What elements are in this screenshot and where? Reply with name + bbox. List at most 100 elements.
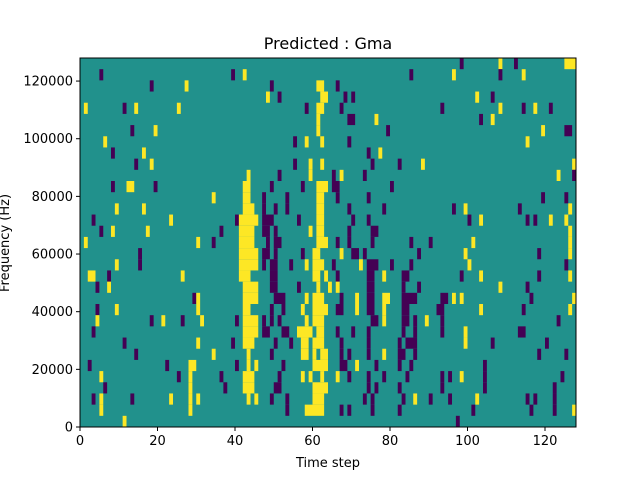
- heatmap-cell-high: [184, 80, 189, 92]
- heatmap-cell-high: [238, 270, 251, 282]
- heatmap-cell-low: [277, 371, 282, 383]
- heatmap-cell-high: [266, 91, 270, 103]
- heatmap-cell-low: [366, 281, 375, 293]
- x-tick-label: 0: [76, 434, 84, 449]
- heatmap-cell-high: [242, 304, 251, 316]
- heatmap-cell-low: [335, 192, 340, 204]
- heatmap-cell-high: [200, 315, 205, 327]
- heatmap-cell-high: [320, 91, 328, 103]
- heatmap-cell-high: [114, 259, 119, 271]
- heatmap-cell-high: [312, 292, 325, 304]
- heatmap-cell-high: [99, 393, 104, 405]
- heatmap-cell-high: [463, 203, 468, 215]
- heatmap-cell-low: [153, 181, 158, 193]
- heatmap-cell-high: [316, 326, 325, 338]
- heatmap-cell-high: [242, 192, 251, 204]
- heatmap-cell-high: [316, 225, 325, 237]
- chart-title: Predicted : Gma: [264, 34, 392, 53]
- heatmap-cell-high: [238, 214, 259, 226]
- heatmap-cell-low: [401, 281, 406, 293]
- heatmap-cell-high: [572, 292, 577, 304]
- heatmap-cell-high: [312, 337, 325, 349]
- heatmap-cell-low: [347, 136, 352, 148]
- heatmap-cell-high: [521, 69, 526, 81]
- heatmap-cell-high: [339, 248, 344, 260]
- heatmap-cell-low: [293, 136, 298, 148]
- heatmap-cell-high: [114, 203, 119, 215]
- heatmap-cell-high: [312, 270, 321, 282]
- heatmap-cell-low: [370, 315, 379, 327]
- heatmap-cell-low: [335, 304, 344, 316]
- heatmap-cell-high: [339, 169, 344, 181]
- heatmap-cell-low: [401, 393, 406, 405]
- heatmap-cell-low: [262, 203, 267, 215]
- heatmap-cell-low: [331, 259, 336, 271]
- heatmap-cell-high: [304, 404, 325, 416]
- heatmap-cell-low: [347, 348, 352, 360]
- heatmap-cell-low: [262, 214, 274, 226]
- heatmap-cell-low: [397, 158, 402, 170]
- heatmap-cell-low: [211, 236, 216, 249]
- heatmap-cell-low: [219, 371, 224, 383]
- heatmap-cell-high: [304, 259, 309, 271]
- heatmap-cell-high: [246, 359, 251, 372]
- heatmap-cell-low: [231, 69, 236, 81]
- heatmap-cell-low: [300, 181, 305, 193]
- heatmap-cell-high: [374, 113, 379, 126]
- heatmap-cell-low: [572, 169, 577, 181]
- heatmap-cell-low: [459, 270, 464, 282]
- y-tick-label: 80000: [32, 190, 73, 205]
- heatmap-cell-low: [277, 315, 282, 327]
- heatmap-cell-high: [382, 292, 390, 304]
- heatmap-cell-low: [440, 326, 445, 338]
- heatmap-cell-low: [382, 371, 387, 383]
- heatmap-cell-low: [331, 169, 336, 181]
- x-axis-label: Time step: [295, 456, 360, 471]
- heatmap-cell-high: [242, 292, 259, 304]
- heatmap-cell-high: [300, 304, 305, 316]
- heatmap-cell-low: [262, 225, 270, 237]
- heatmap-cell-low: [304, 102, 309, 114]
- heatmap-cell-low: [409, 69, 414, 81]
- heatmap-cell-low: [362, 248, 367, 260]
- heatmap-cell-low: [409, 259, 414, 271]
- heatmap-cell-low: [417, 248, 422, 260]
- heatmap-cell-high: [568, 203, 573, 215]
- heatmap-cell-low: [176, 371, 181, 383]
- heatmap-cell-high: [479, 214, 484, 226]
- heatmap-cell-high: [169, 214, 174, 226]
- heatmap-cell-low: [366, 259, 379, 271]
- heatmap-cell-low: [401, 315, 410, 327]
- heatmap-cell-high: [297, 326, 313, 338]
- heatmap-cell-high: [99, 371, 104, 383]
- heatmap-cell-low: [285, 404, 290, 416]
- heatmap-cell-low: [537, 348, 542, 360]
- heatmap-cell-low: [297, 214, 301, 226]
- x-tick-label: 100: [455, 434, 480, 449]
- heatmap-cell-low: [428, 393, 433, 405]
- heatmap-cell-high: [467, 259, 472, 271]
- heatmap-cell-low: [285, 393, 290, 405]
- heatmap-cell-low: [479, 113, 484, 126]
- heatmap-cell-high: [355, 304, 360, 316]
- heatmap-cell-low: [440, 102, 445, 114]
- heatmap-cell-low: [339, 337, 344, 349]
- heatmap-cell-low: [130, 125, 135, 137]
- heatmap-cell-low: [564, 192, 569, 204]
- heatmap-cell-high: [335, 281, 340, 293]
- heatmap-cell-high: [211, 348, 216, 360]
- heatmap-cell-low: [413, 348, 418, 360]
- heatmap-cell-high: [114, 304, 119, 316]
- heatmap-cell-low: [366, 147, 371, 159]
- heatmap-cell-high: [246, 348, 251, 360]
- heatmap-cell-low: [347, 371, 352, 383]
- heatmap-cell-low: [262, 192, 267, 204]
- heatmap-cell-low: [548, 102, 553, 114]
- heatmap-cell-high: [568, 270, 573, 282]
- heatmap-cell-high: [316, 113, 321, 126]
- heatmap-cell-low: [339, 404, 344, 416]
- heatmap-cell-high: [238, 236, 255, 249]
- y-axis-ticks: 0 20000 40000 60000 80000 100000 120000: [23, 75, 80, 436]
- heatmap-cell-high: [475, 91, 480, 103]
- heatmap-cell-low: [122, 102, 127, 114]
